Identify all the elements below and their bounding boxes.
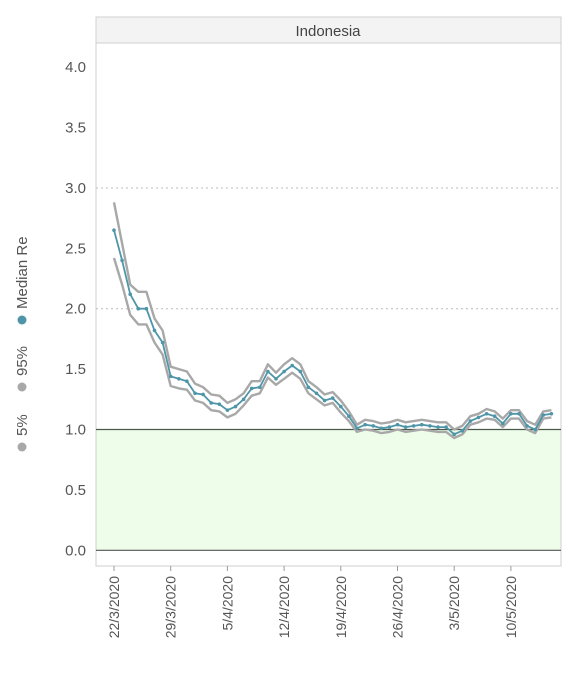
plot-area [95, 42, 562, 567]
legend-item-5pct[interactable]: 5% [14, 414, 31, 452]
median-point[interactable] [541, 413, 546, 417]
legend-dot-median [17, 315, 27, 325]
y-tick-label: 0.0 [65, 542, 86, 559]
median-point[interactable] [144, 306, 149, 311]
series-line-95pct [112, 202, 552, 431]
median-point[interactable] [387, 425, 392, 429]
median-point[interactable] [420, 422, 424, 427]
median-point[interactable] [217, 402, 222, 406]
median-point[interactable] [460, 428, 465, 433]
panel-title: Indonesia [295, 23, 361, 40]
median-point[interactable] [241, 397, 246, 402]
median-point[interactable] [266, 369, 270, 374]
below-one-band [96, 429, 561, 551]
median-point[interactable] [444, 425, 448, 429]
median-point[interactable] [322, 398, 327, 403]
median-point[interactable] [492, 414, 497, 419]
median-point[interactable] [533, 427, 537, 432]
median-point[interactable] [258, 385, 262, 390]
median-point[interactable] [152, 328, 157, 333]
median-point[interactable] [468, 419, 473, 423]
median-point[interactable] [282, 369, 286, 374]
median-point[interactable] [395, 422, 400, 427]
median-point[interactable] [371, 424, 376, 428]
median-point[interactable] [428, 424, 432, 428]
panel-header-background [95, 16, 562, 44]
y-tick-label: 3.5 [65, 120, 86, 137]
legend-item-95pct[interactable]: 95% [14, 346, 31, 392]
median-point[interactable] [249, 386, 254, 391]
median-point[interactable] [314, 391, 319, 396]
y-tick-label: 1.5 [65, 361, 86, 378]
median-point[interactable] [549, 412, 554, 416]
median-point[interactable] [120, 258, 124, 263]
y-tick-label: 4.0 [65, 59, 86, 76]
x-tick-label: 26/4/2020 [390, 576, 406, 638]
median-point[interactable] [476, 415, 481, 420]
median-point[interactable] [330, 396, 335, 400]
median-point[interactable] [128, 292, 132, 297]
y-axis: 4.0 3.5 3.0 2.5 2.0 1.5 1.0 0.5 0.0 [65, 59, 86, 559]
x-tick-label: 3/5/2020 [446, 576, 462, 631]
median-point[interactable] [225, 408, 230, 412]
median-point[interactable] [403, 425, 408, 429]
median-point[interactable] [347, 414, 351, 419]
median-point[interactable] [274, 376, 278, 381]
legend-item-median[interactable]: Median Re [14, 236, 31, 325]
x-axis: 22/3/2020 29/3/2020 5/4/2020 12/4/2020 19/4/… [106, 566, 519, 638]
series-group [112, 202, 554, 440]
y-tick-label: 1.0 [65, 422, 86, 439]
median-point[interactable] [290, 363, 295, 368]
median-point[interactable] [193, 391, 197, 396]
median-point[interactable] [209, 401, 213, 405]
median-point[interactable] [363, 422, 367, 427]
median-point[interactable] [136, 306, 141, 311]
legend-label-5pct: 5% [14, 414, 31, 436]
median-point[interactable] [185, 379, 189, 383]
legend-label-median: Median Re [14, 236, 31, 309]
median-point[interactable] [411, 424, 416, 428]
median-point[interactable] [501, 421, 505, 426]
gridlines [96, 187, 561, 551]
legend-dot-5pct [17, 442, 27, 452]
median-point[interactable] [525, 424, 529, 428]
median-point[interactable] [452, 432, 457, 437]
y-tick-label: 2.5 [65, 240, 86, 257]
median-point[interactable] [298, 369, 303, 374]
median-point[interactable] [379, 426, 384, 431]
legend: 5% 95% Median Re [14, 236, 31, 452]
median-point[interactable] [436, 425, 440, 429]
x-tick-label: 12/4/2020 [276, 576, 292, 638]
x-tick-label: 22/3/2020 [106, 576, 122, 638]
median-point[interactable] [177, 376, 181, 381]
legend-dot-95pct [17, 382, 27, 392]
median-point[interactable] [112, 228, 116, 233]
median-point[interactable] [233, 404, 238, 409]
median-point[interactable] [306, 385, 311, 390]
x-tick-label: 19/4/2020 [333, 576, 349, 638]
y-tick-label: 0.5 [65, 482, 86, 499]
median-point[interactable] [339, 404, 343, 409]
y-tick-label: 3.0 [65, 180, 86, 197]
median-point[interactable] [168, 374, 173, 379]
y-tick-label: 2.0 [65, 301, 86, 318]
median-point[interactable] [517, 412, 521, 416]
median-point[interactable] [201, 392, 205, 397]
x-tick-label: 10/5/2020 [503, 576, 519, 638]
x-tick-label: 29/3/2020 [163, 576, 179, 638]
x-tick-label: 5/4/2020 [219, 576, 235, 631]
series-line-5pct [112, 257, 552, 440]
median-point[interactable] [160, 340, 165, 345]
legend-label-95pct: 95% [14, 346, 31, 376]
median-point[interactable] [355, 426, 359, 431]
median-point[interactable] [484, 412, 489, 416]
median-point[interactable] [509, 412, 513, 416]
panel-header: Indonesia [95, 16, 562, 44]
